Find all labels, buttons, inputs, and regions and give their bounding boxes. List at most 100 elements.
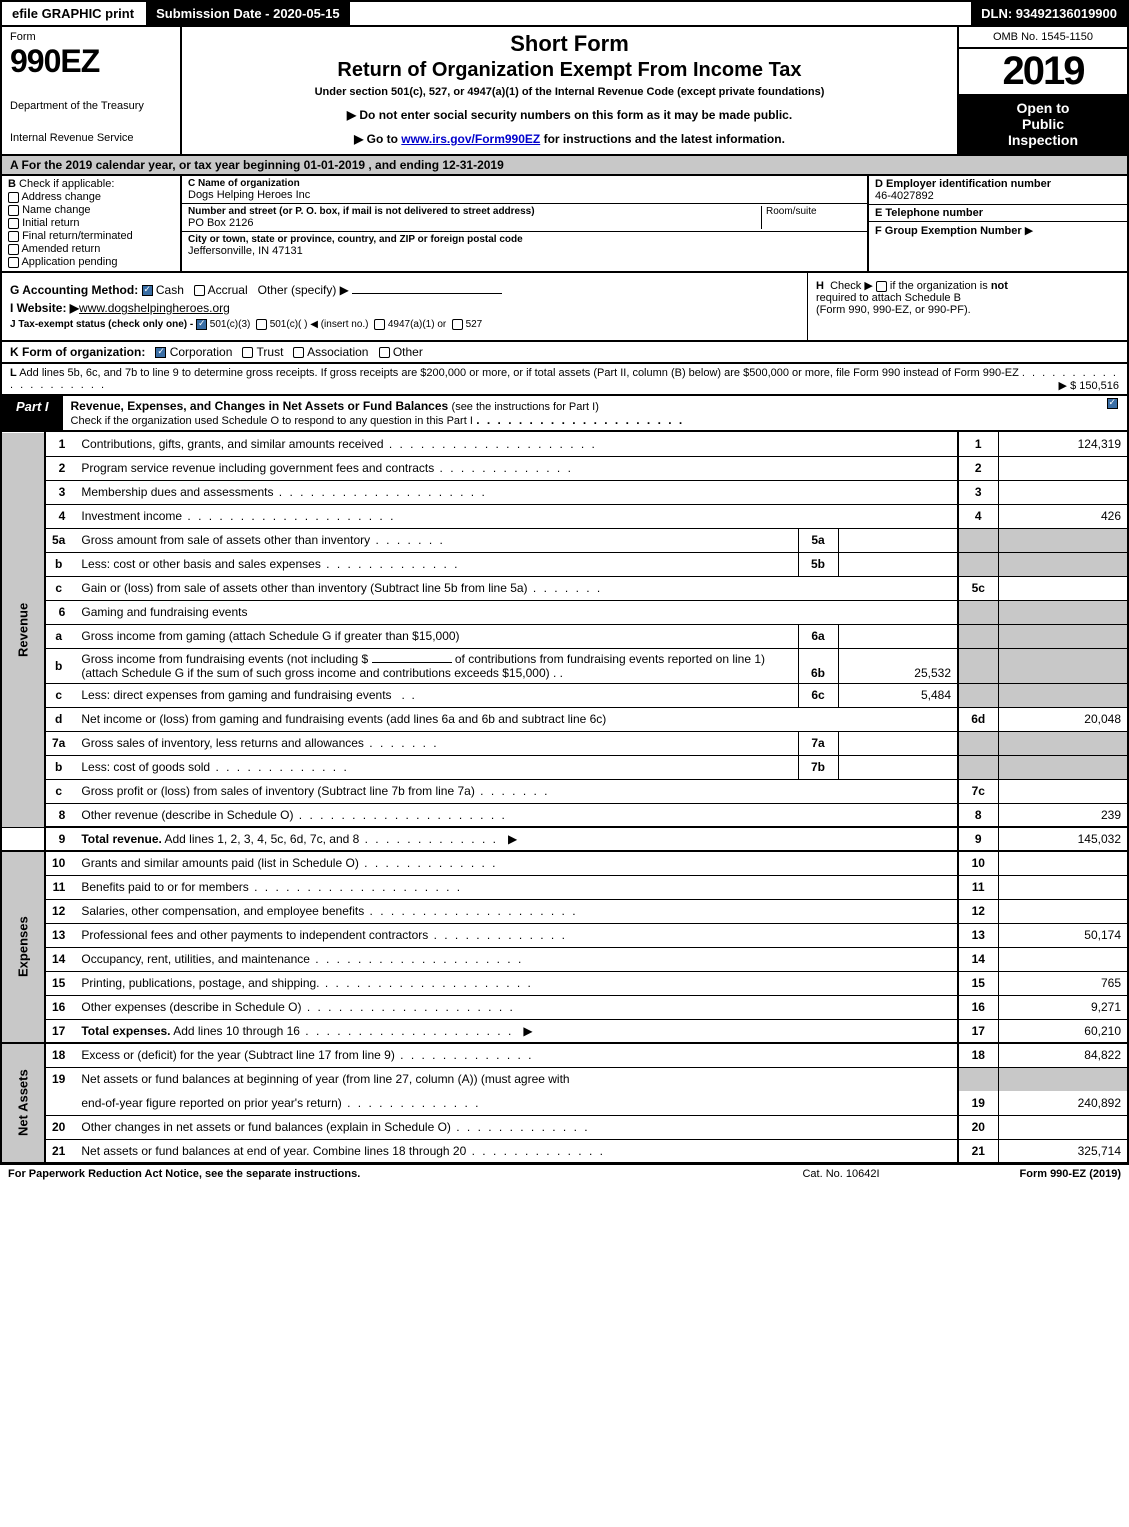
ln-1: 1: [45, 432, 75, 456]
ival-7a: [838, 731, 958, 755]
val-11: [998, 875, 1128, 899]
part1-title-wrap: Revenue, Expenses, and Changes in Net As…: [63, 396, 1097, 430]
section-k: K Form of organization: Corporation Trus…: [0, 342, 1129, 364]
chk-part1[interactable]: [1107, 398, 1118, 409]
h-text1: Check ▶: [830, 280, 873, 292]
desc-6d: Net income or (loss) from gaming and fun…: [75, 707, 958, 731]
topbar-spacer: [352, 2, 972, 25]
part1-title-sub: (see the instructions for Part I): [452, 401, 599, 413]
desc-15: Printing, publications, postage, and shi…: [81, 976, 533, 990]
row-8: 8 Other revenue (describe in Schedule O)…: [1, 803, 1128, 827]
chk-other[interactable]: [379, 347, 390, 358]
section-c: C Name of organization Dogs Helping Hero…: [182, 176, 867, 271]
chk-4947[interactable]: [374, 319, 385, 330]
val-12: [998, 899, 1128, 923]
form-header-center: Short Form Return of Organization Exempt…: [182, 27, 957, 154]
footer-right: Form 990-EZ (2019): [941, 1168, 1121, 1180]
form-title-2: Return of Organization Exempt From Incom…: [190, 59, 949, 82]
k-assoc: Association: [307, 345, 368, 359]
col-3: 3: [958, 480, 998, 504]
row-9: 9 Total revenue. Add lines 1, 2, 3, 4, 5…: [1, 827, 1128, 851]
chk-final-return[interactable]: [8, 231, 19, 242]
opt-pending: Application pending: [21, 256, 117, 268]
chk-assoc[interactable]: [293, 347, 304, 358]
chk-address-change[interactable]: [8, 192, 19, 203]
h-text2: if the organization is: [890, 280, 988, 292]
row-5b: b Less: cost or other basis and sales ex…: [1, 552, 1128, 576]
d-ein-label: D Employer identification number: [875, 178, 1121, 190]
row-6c: c Less: direct expenses from gaming and …: [1, 683, 1128, 707]
desc-7b: Less: cost of goods sold: [81, 760, 348, 774]
opt-amended: Amended return: [21, 243, 100, 255]
footer: For Paperwork Reduction Act Notice, see …: [0, 1164, 1129, 1183]
val-8: 239: [998, 803, 1128, 827]
chk-501c3[interactable]: [196, 319, 207, 330]
j-tax-exempt-label: J Tax-exempt status (check only one) -: [10, 319, 193, 330]
ln-13: 13: [45, 923, 75, 947]
desc-6: Gaming and fundraising events: [75, 600, 958, 624]
chk-h[interactable]: [876, 281, 887, 292]
val-5b-shade: [998, 552, 1128, 576]
part1-label: Part I: [2, 396, 63, 430]
row-21: 21 Net assets or fund balances at end of…: [1, 1139, 1128, 1163]
ln-16: 16: [45, 995, 75, 1019]
val-6b-shade: [998, 648, 1128, 683]
ln-14: 14: [45, 947, 75, 971]
val-7a-shade: [998, 731, 1128, 755]
ln-21: 21: [45, 1139, 75, 1163]
col-7c: 7c: [958, 779, 998, 803]
instr-pre: ▶ Go to: [354, 132, 401, 146]
chk-name-change[interactable]: [8, 205, 19, 216]
desc-21: Net assets or fund balances at end of ye…: [81, 1144, 605, 1158]
col-8: 8: [958, 803, 998, 827]
row-7b: b Less: cost of goods sold 7b: [1, 755, 1128, 779]
chk-trust[interactable]: [242, 347, 253, 358]
chk-amended[interactable]: [8, 244, 19, 255]
blank-6b[interactable]: [372, 662, 452, 663]
val-17: 60,210: [998, 1019, 1128, 1043]
chk-accrual[interactable]: [194, 285, 205, 296]
j-527: 527: [466, 319, 483, 330]
chk-pending[interactable]: [8, 257, 19, 268]
i-website-value[interactable]: www.dogshelpingheroes.org: [79, 301, 230, 315]
inspection-box: Open to Public Inspection: [959, 94, 1127, 154]
section-h: H Check ▶ if the organization is not req…: [807, 273, 1127, 340]
desc-11: Benefits paid to or for members: [81, 880, 462, 894]
val-14: [998, 947, 1128, 971]
ln-5a: 5a: [45, 528, 75, 552]
tax-year: 2019: [959, 49, 1127, 94]
i-website-label: I Website: ▶: [10, 301, 79, 315]
row-19b: end-of-year figure reported on prior yea…: [1, 1091, 1128, 1115]
row-10: Expenses 10 Grants and similar amounts p…: [1, 851, 1128, 875]
efile-print-button[interactable]: efile GRAPHIC print: [2, 2, 146, 25]
inspection-2: Public: [963, 116, 1123, 132]
d-ein-value: 46-4027892: [875, 190, 1121, 202]
ln-4: 4: [45, 504, 75, 528]
val-16: 9,271: [998, 995, 1128, 1019]
col-6b-shade: [958, 648, 998, 683]
part1-dots: [476, 413, 684, 427]
desc-19-1: Net assets or fund balances at beginning…: [75, 1067, 958, 1091]
section-bcdef: B Check if applicable: Address change Na…: [0, 176, 1129, 273]
footer-right-pre: Form: [1020, 1168, 1051, 1180]
val-20: [998, 1115, 1128, 1139]
g-other-line[interactable]: [352, 293, 502, 294]
icol-7a: 7a: [798, 731, 838, 755]
chk-527[interactable]: [452, 319, 463, 330]
row-14: 14 Occupancy, rent, utilities, and maint…: [1, 947, 1128, 971]
row-11: 11 Benefits paid to or for members 11: [1, 875, 1128, 899]
inspection-3: Inspection: [963, 132, 1123, 148]
irs-link[interactable]: www.irs.gov/Form990EZ: [401, 132, 540, 146]
chk-corp[interactable]: [155, 347, 166, 358]
desc-16: Other expenses (describe in Schedule O): [81, 1000, 514, 1014]
col-20: 20: [958, 1115, 998, 1139]
submission-date-button[interactable]: Submission Date - 2020-05-15: [146, 2, 352, 25]
row-19a: 19 Net assets or fund balances at beginn…: [1, 1067, 1128, 1091]
c-addr-label: Number and street (or P. O. box, if mail…: [188, 206, 761, 217]
chk-cash[interactable]: [142, 285, 153, 296]
val-6-shade: [998, 600, 1128, 624]
ival-6a: [838, 624, 958, 648]
chk-initial-return[interactable]: [8, 218, 19, 229]
form-header: Form 990EZ Department of the Treasury In…: [0, 27, 1129, 156]
chk-501c[interactable]: [256, 319, 267, 330]
